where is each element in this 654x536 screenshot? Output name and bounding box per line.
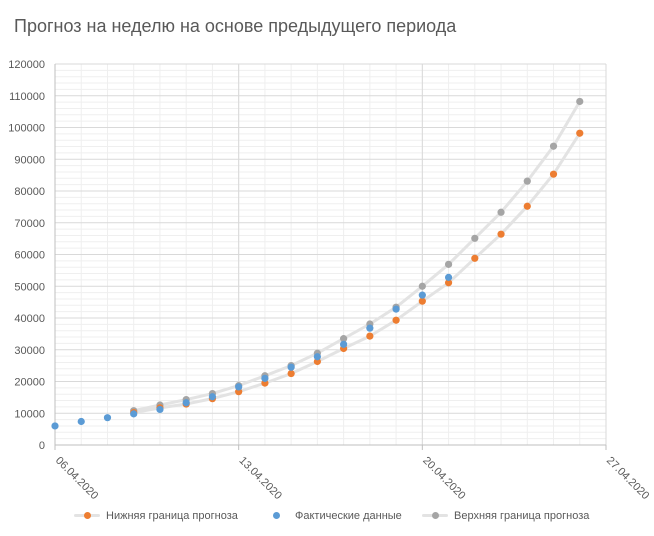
y-tick-label: 20000 (14, 377, 45, 389)
point-upper (418, 282, 426, 290)
point-lower (418, 297, 426, 305)
point-actual (392, 305, 400, 313)
point-lower (576, 129, 584, 137)
point-actual (130, 410, 138, 418)
point-lower (444, 279, 453, 287)
x-tick-labels: 06.04.2020 13.04.2020 20.04.2020 27.04.2020 (53, 455, 651, 502)
point-lower (366, 332, 374, 340)
point-actual (340, 340, 348, 348)
point-lower (287, 369, 295, 378)
x-tick-label: 06.04.2020 (53, 455, 100, 502)
point-lower (549, 170, 558, 178)
point-upper (471, 234, 479, 242)
point-upper (340, 335, 348, 343)
y-tick-label: 90000 (14, 154, 45, 166)
legend-item-upper: Верхняя граница прогноза (422, 510, 589, 522)
point-upper (523, 177, 531, 185)
axes (54, 64, 607, 450)
point-actual (208, 393, 217, 401)
y-tick-label: 100000 (8, 123, 45, 135)
legend-item-lower: Нижняя граница прогноза (74, 510, 238, 522)
y-tick-labels: 0 10000 20000 30000 40000 50000 60000 70000 8000… (8, 59, 45, 452)
legend-swatch-upper (422, 511, 448, 521)
y-tick-label: 80000 (14, 186, 45, 198)
data-points (51, 97, 584, 430)
point-upper (576, 97, 584, 106)
point-actual (444, 273, 453, 281)
point-actual (287, 363, 295, 371)
y-tick-label: 0 (39, 440, 45, 452)
legend-item-actual: Фактические данные (263, 510, 402, 522)
y-tick-label: 30000 (14, 345, 45, 357)
legend: Нижняя граница прогноза Фактические данн… (0, 510, 654, 532)
point-lower (392, 316, 400, 324)
point-actual (156, 405, 164, 414)
legend-swatch-lower (74, 511, 100, 521)
point-actual (235, 383, 243, 391)
y-tick-label: 120000 (8, 59, 45, 71)
point-actual (418, 291, 426, 299)
trendline-upper (132, 100, 582, 413)
legend-label-lower: Нижняя граница прогноза (106, 510, 238, 522)
point-upper (497, 208, 505, 216)
y-tick-label: 40000 (14, 313, 45, 325)
point-actual (77, 417, 85, 426)
point-actual (103, 414, 112, 422)
point-actual (261, 374, 269, 382)
legend-swatch-actual (263, 511, 289, 521)
y-tick-label: 60000 (14, 250, 45, 262)
y-tick-label: 50000 (14, 281, 45, 293)
point-upper (444, 260, 453, 268)
y-tick-label: 10000 (14, 408, 45, 420)
x-tick-label: 20.04.2020 (420, 455, 467, 502)
point-lower (497, 230, 505, 238)
point-actual (313, 353, 321, 361)
point-upper (549, 142, 558, 150)
chart-title: Прогноз на неделю на основе предыдущего … (14, 16, 457, 36)
y-tick-label: 110000 (9, 91, 45, 103)
point-lower (471, 254, 479, 262)
legend-label-actual: Фактические данные (295, 510, 402, 522)
point-actual (182, 399, 190, 407)
point-actual (51, 422, 59, 430)
trendlines (132, 100, 582, 415)
trendline-lower (132, 131, 582, 415)
x-tick-label: 27.04.2020 (604, 455, 651, 502)
y-tick-label: 70000 (14, 218, 45, 230)
point-actual (366, 324, 374, 332)
point-lower (523, 202, 531, 210)
x-tick-label: 13.04.2020 (237, 455, 284, 502)
legend-label-upper: Верхняя граница прогноза (454, 510, 590, 522)
